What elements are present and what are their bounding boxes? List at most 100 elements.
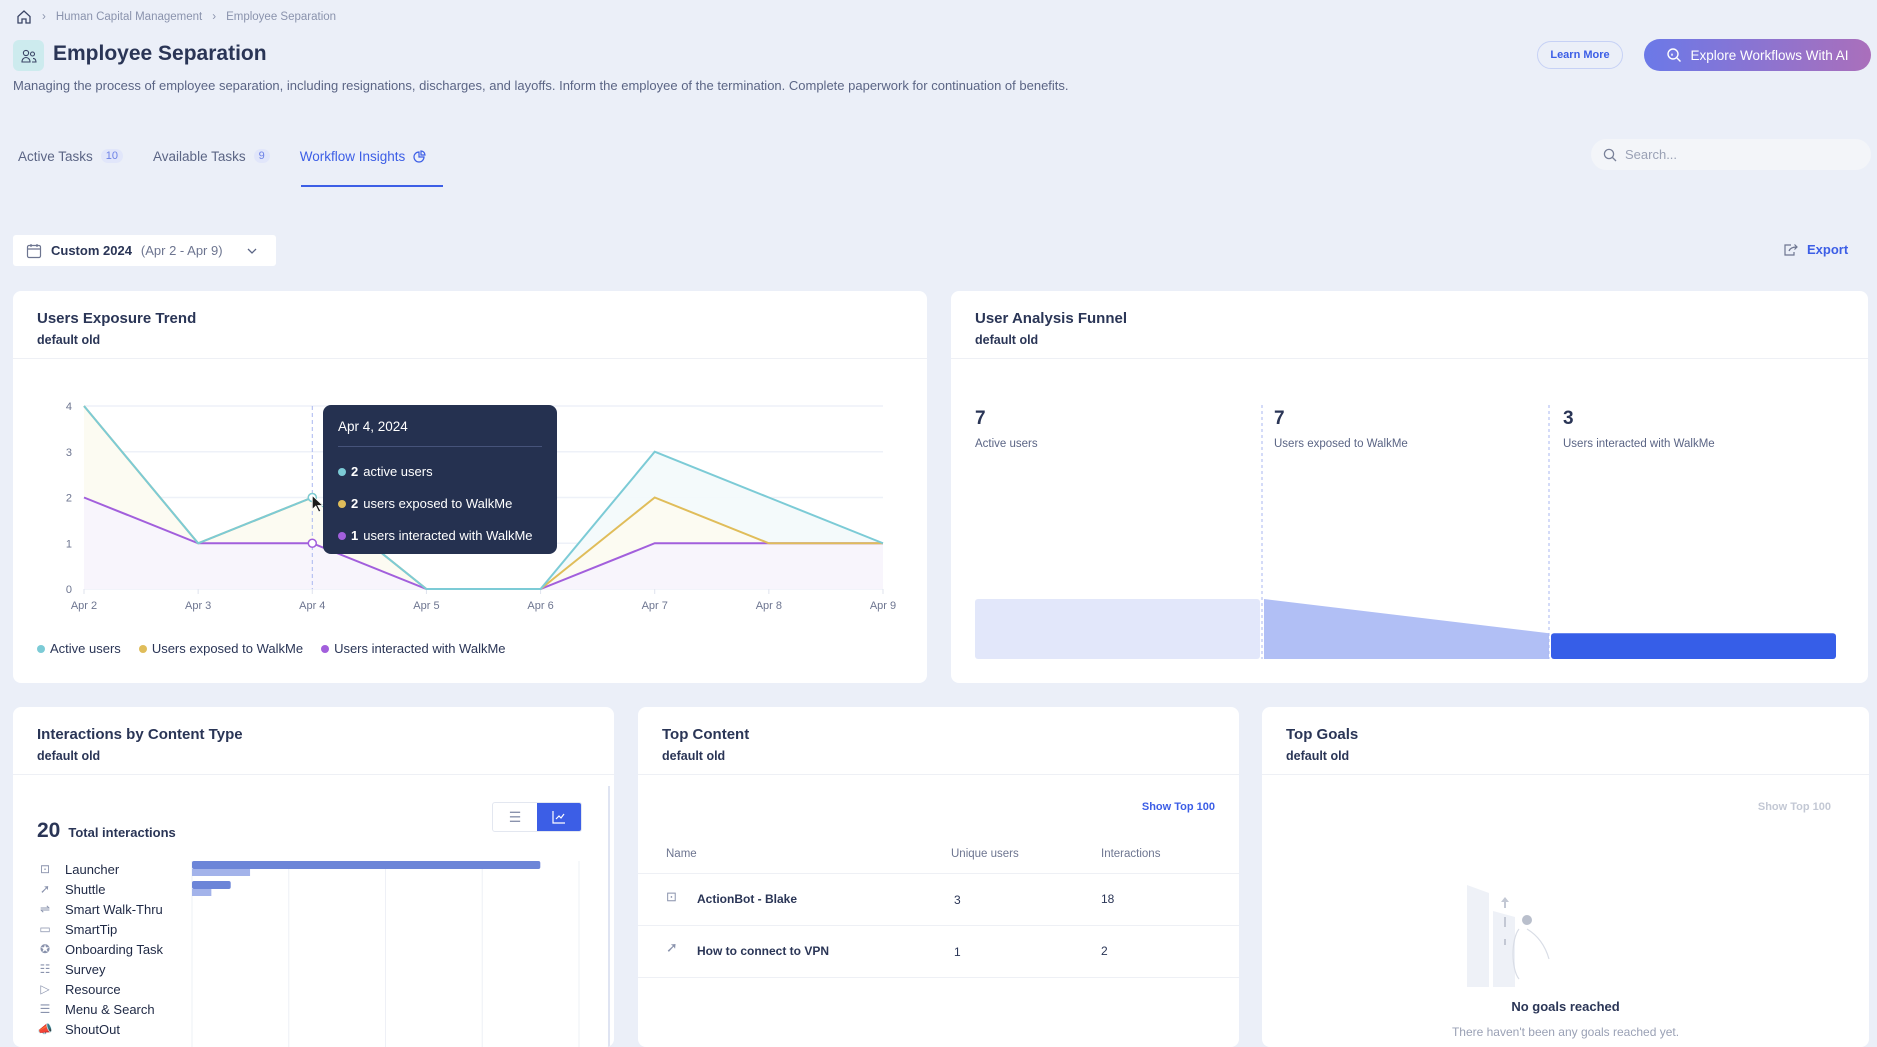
empty-text: There haven't been any goals reached yet… (1451, 1025, 1680, 1039)
tab-label: Available Tasks (153, 148, 246, 164)
list-view-button[interactable]: ☰ (493, 803, 537, 831)
export-icon (1784, 243, 1798, 256)
stage-value: 7 (975, 408, 986, 429)
unique-users: 1 (954, 945, 961, 959)
legend-label: Users interacted with WalkMe (334, 641, 506, 656)
search-box[interactable] (1591, 139, 1871, 170)
tab-bar: Active Tasks 10 Available Tasks 9 Workflow… (18, 146, 456, 166)
card-subtitle: default old (37, 749, 101, 763)
tooltip-value: 2 (351, 464, 359, 479)
content-type-item: ✪ Onboarding Task (37, 939, 163, 959)
page-description: Managing the process of employee separat… (13, 78, 1069, 93)
legend-item[interactable]: Users interacted with WalkMe (321, 641, 506, 656)
chart-view-button[interactable] (537, 803, 581, 831)
content-name: ActionBot - Blake (697, 892, 798, 906)
learn-more-button[interactable]: Learn More (1537, 41, 1623, 69)
funnel-bar (1551, 633, 1836, 659)
total-interactions: 20 Total interactions (37, 819, 176, 843)
card-title: User Analysis Funnel (975, 310, 1127, 327)
chart-legend: Active users Users exposed to WalkMe Use… (37, 641, 506, 656)
funnel-stage: 3 Users interacted with WalkMe (1563, 408, 1715, 450)
total-label: Total interactions (68, 825, 176, 840)
x-tick-label: Apr 4 (299, 600, 325, 612)
search-input[interactable] (1625, 147, 1801, 162)
tab-available-tasks[interactable]: Available Tasks 9 (153, 146, 270, 166)
column-header-interactions[interactable]: Interactions (1101, 848, 1161, 860)
funnel-stage: 7 Users exposed to WalkMe (1274, 408, 1408, 450)
y-tick-label: 4 (66, 401, 72, 413)
card-title: Users Exposure Trend (37, 310, 197, 327)
content-type-item: ▭ SmartTip (37, 919, 163, 939)
funnel-stage: 7 Active users (975, 408, 1038, 450)
chevron-down-icon (247, 248, 257, 254)
empty-title: No goals reached (1511, 999, 1620, 1014)
column-header-users[interactable]: Unique users (951, 848, 1019, 860)
legend-dot-icon (37, 644, 45, 653)
tooltip-date: Apr 4, 2024 (338, 419, 542, 447)
tooltip-text: users interacted with WalkMe (363, 528, 533, 543)
card-subtitle: default old (975, 333, 1039, 347)
date-range-dropdown[interactable]: Custom 2024 (Apr 2 - Apr 9) (13, 235, 276, 266)
smarttip-icon: ▭ (39, 922, 51, 936)
stage-label: Users interacted with WalkMe (1563, 438, 1715, 450)
content-type-bar-chart (191, 861, 580, 1047)
count-badge: 10 (100, 149, 124, 163)
card-title: Interactions by Content Type (37, 726, 243, 743)
interactions-bar (192, 881, 231, 889)
column-header-name[interactable]: Name (666, 848, 697, 860)
tab-active-tasks[interactable]: Active Tasks 10 (18, 146, 124, 166)
table-row[interactable]: ➚ How to connect to VPN 1 2 (638, 925, 1239, 977)
tab-workflow-insights[interactable]: Workflow Insights (300, 146, 427, 166)
shuttle-icon: ➚ (666, 939, 678, 955)
x-tick-label: Apr 9 (870, 600, 896, 612)
funnel-bar (975, 599, 1260, 659)
card-title: Top Goals (1286, 726, 1359, 743)
content-type-item: ☰ Menu & Search (37, 999, 163, 1019)
legend-dot-icon (321, 644, 330, 653)
home-icon[interactable] (16, 9, 32, 25)
survey-icon: ☷ (39, 962, 51, 976)
tooltip-text: users exposed to WalkMe (363, 496, 513, 511)
content-type-label: Onboarding Task (65, 941, 164, 957)
scrollbar[interactable] (608, 786, 610, 1047)
table-row[interactable]: ⊡ ActionBot - Blake 3 18 (638, 873, 1239, 925)
content-type-label: Shuttle (65, 881, 106, 897)
unique-users-bar (192, 869, 251, 876)
interacted-dot-icon (338, 531, 346, 540)
active-users-line (83, 405, 884, 590)
walkthru-icon: ⇌ (39, 902, 51, 916)
top-content-card: Top Content default old Show Top 100 Name… (638, 707, 1239, 1047)
export-button[interactable]: Export (1783, 242, 1848, 257)
launcher-icon: ⊡ (666, 889, 677, 904)
legend-item[interactable]: Active users (37, 641, 121, 656)
card-subtitle: default old (662, 749, 726, 763)
funnel-bar (1264, 599, 1549, 659)
legend-item[interactable]: Users exposed to WalkMe (138, 641, 304, 656)
top-goals-card: Top Goals default old Show Top 100 No goa… (1262, 707, 1869, 1047)
legend-label: Users exposed to WalkMe (151, 641, 304, 656)
funnel-chart (975, 405, 1836, 659)
x-tick-label: Apr 3 (185, 600, 211, 612)
interactions: 2 (1101, 944, 1108, 958)
legend-dot-icon (138, 644, 147, 653)
y-tick-label: 3 (66, 447, 72, 459)
ai-search-icon (1667, 48, 1682, 62)
content-type-label: Survey (65, 961, 106, 977)
stage-value: 7 (1274, 408, 1285, 429)
content-type-label: SmartTip (65, 921, 118, 937)
users-exposure-trend-card: Users Exposure Trend default old 0 1 2 3 4 Apr… (13, 291, 927, 683)
breadcrumb-item[interactable]: Human Capital Management (55, 11, 203, 23)
resource-icon: ▷ (40, 982, 50, 996)
explore-ai-button[interactable]: Explore Workflows With AI (1644, 39, 1871, 71)
y-tick-label: 0 (66, 584, 72, 596)
show-top-100-link: Show Top 100 (1757, 801, 1831, 813)
view-toggle: ☰ (492, 802, 582, 832)
card-title: Top Content (662, 726, 750, 743)
pie-chart-icon (413, 149, 426, 163)
user-analysis-funnel-card: User Analysis Funnel default old 7 Active … (951, 291, 1868, 683)
show-top-100-link[interactable]: Show Top 100 (1141, 801, 1215, 813)
shuttle-icon: ➚ (39, 882, 51, 896)
content-type-item: ⊡ Launcher (37, 859, 163, 879)
mouse-cursor-icon (311, 494, 324, 513)
legend-label: Active users (50, 641, 121, 656)
